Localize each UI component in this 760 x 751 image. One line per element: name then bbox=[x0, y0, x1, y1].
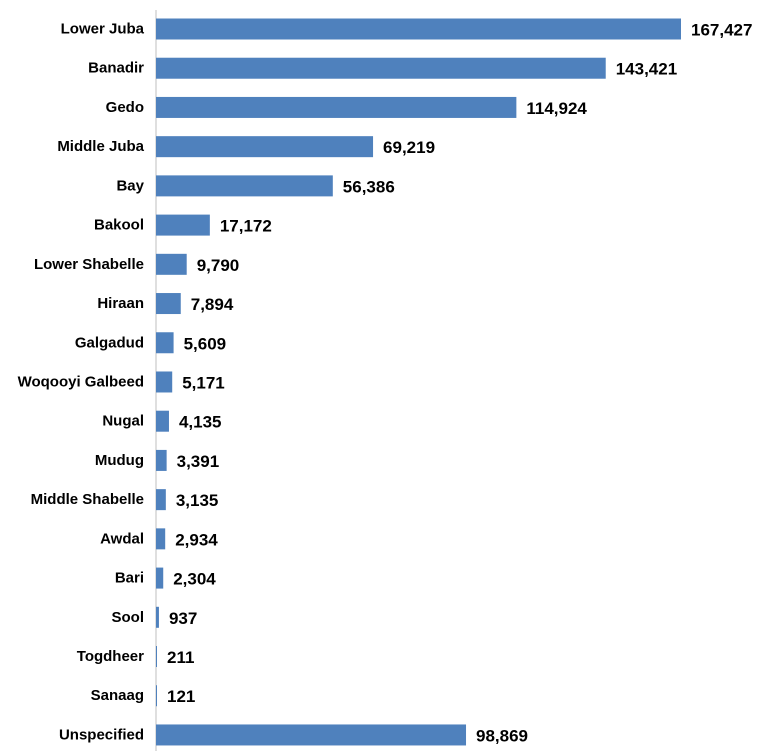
category-label: Bay bbox=[116, 177, 144, 194]
bar bbox=[156, 685, 157, 707]
category-label: Sanaag bbox=[91, 687, 144, 704]
data-label: 143,421 bbox=[616, 60, 677, 79]
category-label: Lower Shabelle bbox=[34, 256, 144, 273]
category-label: Togdheer bbox=[77, 648, 144, 665]
bar bbox=[156, 567, 164, 589]
data-label: 56,386 bbox=[343, 177, 395, 196]
data-label: 98,869 bbox=[476, 726, 528, 745]
data-label: 3,391 bbox=[177, 452, 220, 471]
bar bbox=[156, 646, 157, 668]
category-label: Mudug bbox=[95, 452, 144, 469]
bar bbox=[156, 57, 606, 79]
bar bbox=[156, 18, 681, 40]
data-label: 3,135 bbox=[176, 491, 219, 510]
category-label: Hiraan bbox=[97, 295, 144, 312]
data-label: 5,171 bbox=[182, 373, 225, 392]
bar bbox=[156, 528, 166, 550]
category-label: Unspecified bbox=[59, 726, 144, 743]
bar bbox=[156, 371, 173, 393]
data-label: 9,790 bbox=[197, 256, 240, 275]
bar bbox=[156, 96, 517, 118]
data-label: 2,934 bbox=[175, 530, 218, 549]
category-label: Bakool bbox=[94, 217, 144, 234]
bar bbox=[156, 253, 187, 275]
category-label: Awdal bbox=[100, 530, 144, 547]
category-label: Banadir bbox=[88, 60, 144, 77]
category-label: Middle Shabelle bbox=[31, 491, 144, 508]
bar bbox=[156, 606, 159, 628]
data-label: 5,609 bbox=[184, 334, 227, 353]
data-label: 17,172 bbox=[220, 217, 272, 236]
category-label: Middle Juba bbox=[57, 138, 144, 155]
bar bbox=[156, 332, 174, 354]
data-label: 2,304 bbox=[173, 570, 216, 589]
bar bbox=[156, 214, 210, 236]
category-label: Woqooyi Galbeed bbox=[18, 373, 144, 390]
data-label: 121 bbox=[167, 687, 195, 706]
category-label: Gedo bbox=[106, 99, 144, 116]
data-label: 7,894 bbox=[191, 295, 234, 314]
bar bbox=[156, 293, 181, 315]
category-label: Nugal bbox=[102, 413, 144, 430]
category-label: Lower Juba bbox=[61, 21, 145, 38]
data-label: 167,427 bbox=[691, 21, 752, 40]
data-label: 69,219 bbox=[383, 138, 435, 157]
data-label: 4,135 bbox=[179, 413, 222, 432]
bar bbox=[156, 410, 169, 432]
bar bbox=[156, 449, 167, 471]
data-label: 937 bbox=[169, 609, 197, 628]
bar bbox=[156, 489, 166, 511]
bar bbox=[156, 724, 467, 746]
category-label: Sool bbox=[112, 609, 145, 626]
bar bbox=[156, 136, 374, 158]
category-label: Galgadud bbox=[75, 334, 144, 351]
bar bbox=[156, 175, 333, 197]
data-label: 211 bbox=[167, 648, 194, 667]
data-label: 114,924 bbox=[526, 99, 587, 118]
bars-group: Lower Juba 167,427 Banadir 143,421 Gedo 114,9… bbox=[18, 18, 752, 746]
category-label: Bari bbox=[115, 570, 144, 587]
